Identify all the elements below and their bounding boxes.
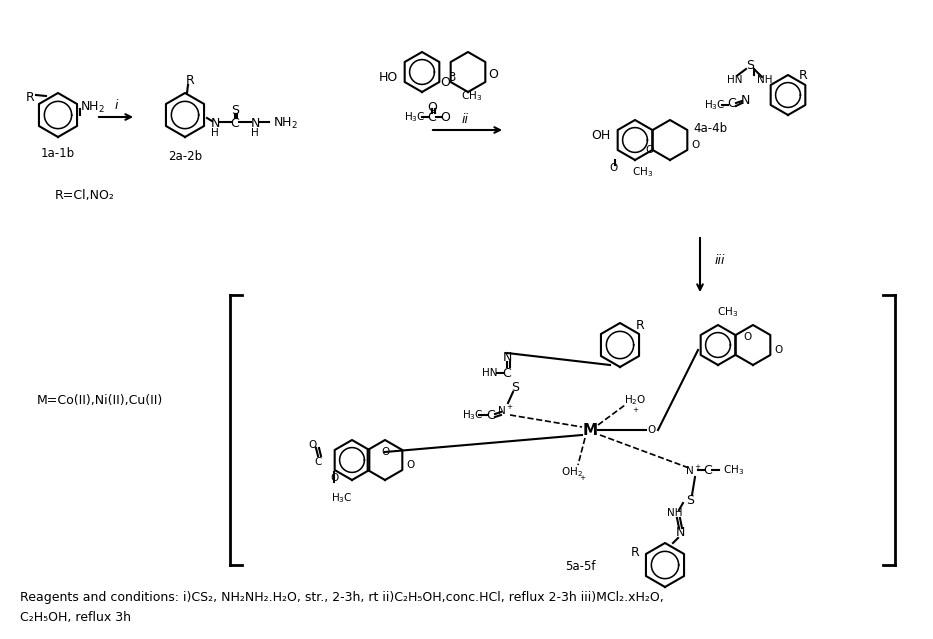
Text: 2a-2b: 2a-2b [168,150,202,163]
Text: O: O [646,145,654,155]
Text: ii: ii [462,112,468,125]
Text: S: S [231,104,239,116]
Text: C: C [728,96,736,109]
Text: H$_2$O: H$_2$O [624,393,647,407]
Text: CH$_3$: CH$_3$ [717,305,739,319]
Text: O: O [744,332,752,342]
Text: H: H [211,128,219,138]
Text: O: O [440,75,451,88]
Text: HN: HN [482,368,497,378]
Text: N$^+$: N$^+$ [496,403,513,417]
Text: 5a-5f: 5a-5f [564,560,595,573]
Text: N: N [502,351,511,364]
Text: C₂H₅OH, reflux 3h: C₂H₅OH, reflux 3h [20,612,131,624]
Text: OH: OH [591,128,610,141]
Text: R: R [25,91,35,104]
Text: S: S [686,493,694,507]
Text: C: C [503,367,511,380]
Text: C: C [703,463,713,477]
Text: O: O [691,140,700,150]
Text: HO: HO [379,70,398,84]
Text: CH$_3$: CH$_3$ [462,89,482,103]
Text: HN: HN [727,75,743,85]
Text: M: M [582,422,597,438]
Text: 4a-4b: 4a-4b [693,121,727,134]
Text: 3: 3 [449,70,455,84]
Text: H$_3$C: H$_3$C [462,408,484,422]
Text: O: O [308,440,316,450]
Text: N: N [210,116,219,130]
Text: O: O [440,111,450,123]
Text: S: S [746,59,754,72]
Text: N: N [740,93,750,107]
Text: R: R [799,68,807,82]
Text: C: C [427,111,437,123]
Text: O: O [427,100,437,114]
Text: $^+$: $^+$ [578,475,587,485]
Text: H$_3$C: H$_3$C [331,491,353,505]
Text: NH: NH [758,75,773,85]
Text: 1a-1b: 1a-1b [41,147,75,160]
Text: H$_3$C: H$_3$C [704,98,726,112]
Text: O: O [609,163,617,173]
Text: O: O [381,447,389,457]
Text: NH$_2$: NH$_2$ [80,100,105,114]
Text: iii: iii [715,254,726,266]
Text: R=Cl,NO₂: R=Cl,NO₂ [55,189,115,201]
Text: R: R [635,318,645,332]
Text: S: S [511,380,519,394]
Text: $^+$: $^+$ [631,407,639,417]
Text: Reagents and conditions: i)CS₂, NH₂NH₂.H₂O, str., 2-3h, rt ii)C₂H₅OH,conc.HCl, r: Reagents and conditions: i)CS₂, NH₂NH₂.H… [20,592,663,604]
Text: C: C [314,457,322,467]
Text: O: O [406,460,414,470]
Text: C: C [487,408,495,422]
Text: H$_3$C: H$_3$C [404,110,425,124]
Text: C: C [230,116,240,130]
Text: H: H [251,128,258,138]
Text: O: O [648,425,656,435]
Text: NH: NH [667,508,683,518]
Text: R: R [186,73,194,86]
Text: O: O [330,473,338,483]
Text: CH$_3$: CH$_3$ [633,165,654,179]
Text: CH$_3$: CH$_3$ [723,463,745,477]
Text: N: N [675,527,685,539]
Text: i: i [114,98,118,111]
Text: NH$_2$: NH$_2$ [273,116,298,130]
Text: M=Co(II),Ni(II),Cu(II): M=Co(II),Ni(II),Cu(II) [37,394,163,406]
Text: N$^+$: N$^+$ [685,463,702,477]
Text: R: R [631,546,639,560]
Text: N: N [250,116,259,130]
Text: OH$_2$: OH$_2$ [561,465,583,479]
Text: O: O [774,345,783,355]
Text: O: O [488,68,498,81]
